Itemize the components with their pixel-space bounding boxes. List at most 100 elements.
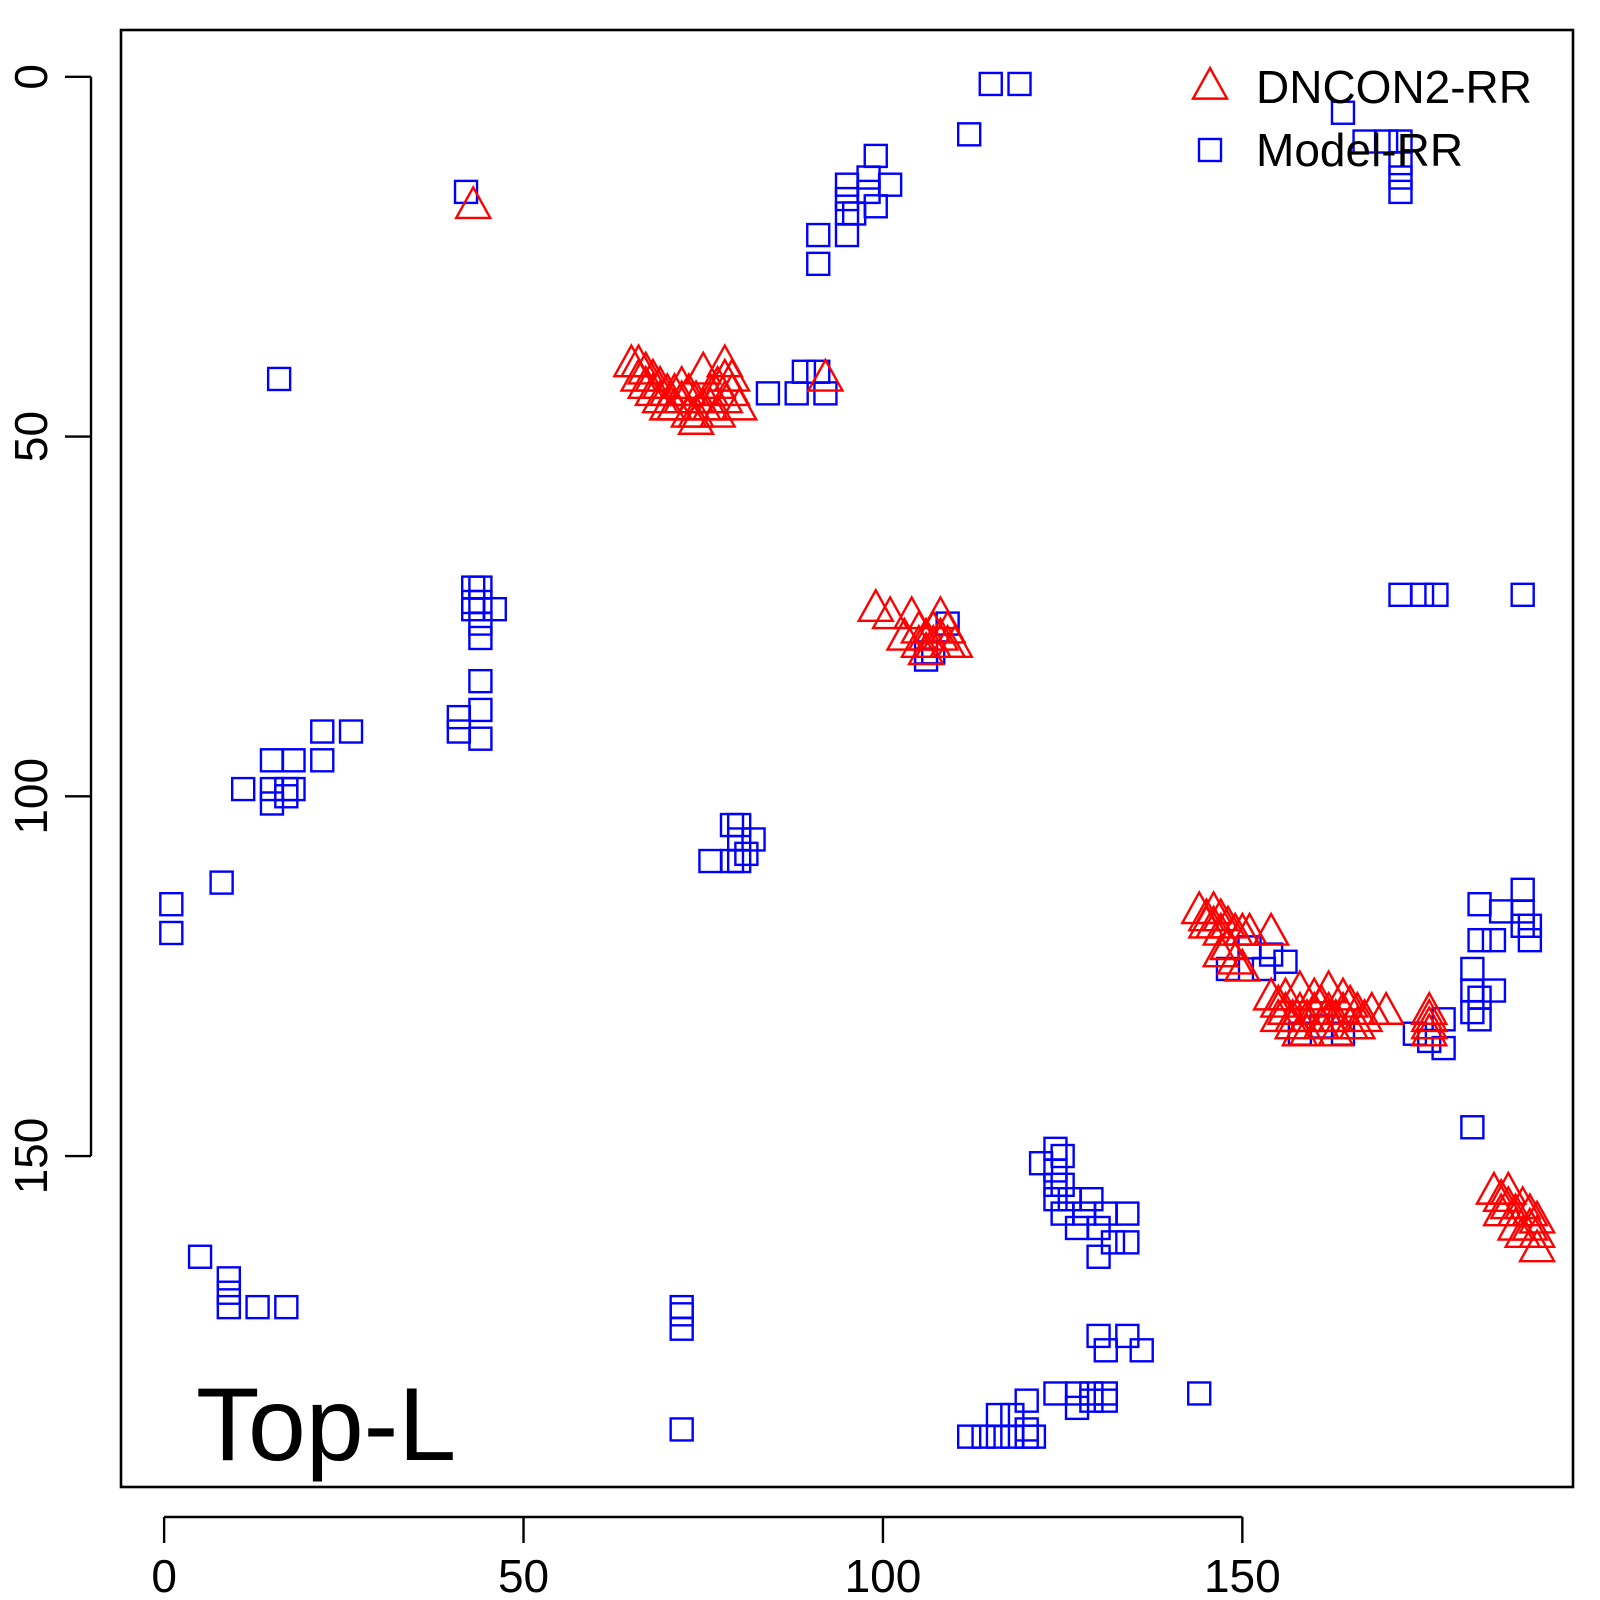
legend-label: Model-RR xyxy=(1256,124,1463,176)
legend-marker-triangle xyxy=(1190,65,1230,100)
square-point xyxy=(468,589,493,615)
panel-label: Top-L xyxy=(196,1367,456,1483)
square-point xyxy=(468,611,493,636)
square-point xyxy=(719,812,745,838)
square-point xyxy=(1093,1338,1118,1363)
axes: 0 50 100 150 0 50 100 150 xyxy=(5,28,1575,1600)
triangle-point xyxy=(914,609,953,644)
square-point xyxy=(1510,582,1535,608)
square-point xyxy=(274,1294,299,1320)
square-point xyxy=(310,719,335,744)
square-point xyxy=(1086,1244,1111,1269)
square-point xyxy=(209,870,234,895)
square-point xyxy=(1043,1186,1068,1212)
square-point xyxy=(1093,1201,1118,1226)
triangle-point xyxy=(1230,911,1269,946)
square-point xyxy=(978,71,1003,97)
triangle-point xyxy=(1309,997,1348,1033)
square-point xyxy=(1467,985,1492,1010)
square-point xyxy=(784,381,809,406)
square-point xyxy=(338,719,364,744)
square-point xyxy=(1050,1201,1075,1226)
square-point xyxy=(1467,927,1492,953)
x-tick-label: 50 xyxy=(498,1550,549,1600)
square-point xyxy=(1467,892,1492,917)
square-point xyxy=(1388,150,1413,176)
square-point xyxy=(1064,1381,1090,1406)
square-point xyxy=(1014,1417,1039,1442)
square-point xyxy=(159,920,184,946)
square-point xyxy=(1258,942,1284,967)
square-point xyxy=(719,848,745,874)
square-point xyxy=(734,841,759,867)
square-point xyxy=(482,597,507,622)
square-point xyxy=(1021,1424,1047,1449)
square-point xyxy=(1043,1381,1068,1406)
square-point xyxy=(1000,1424,1025,1449)
square-point xyxy=(877,172,903,197)
square-point xyxy=(266,366,292,392)
triangle-point xyxy=(1482,1192,1521,1227)
square-point xyxy=(230,776,256,802)
triangle-point xyxy=(921,616,960,651)
square-point xyxy=(1330,100,1356,125)
square-point xyxy=(1043,1136,1068,1162)
square-point xyxy=(856,165,881,190)
x-tick-label: 150 xyxy=(1204,1550,1281,1600)
square-point xyxy=(1086,1215,1111,1241)
triangle-point xyxy=(655,386,694,421)
square-point xyxy=(1417,1028,1442,1054)
square-point xyxy=(468,625,493,651)
triangle-point xyxy=(1280,969,1319,1004)
triangle-point xyxy=(626,364,665,399)
square-point xyxy=(971,1424,996,1449)
square-point xyxy=(669,1294,694,1320)
square-point xyxy=(1424,582,1449,608)
chart-marks xyxy=(159,71,1557,1449)
triangle-point xyxy=(619,357,658,392)
square-point xyxy=(669,1417,694,1442)
square-point xyxy=(1043,1172,1068,1198)
square-point xyxy=(1517,927,1543,953)
square-point xyxy=(1460,1115,1485,1140)
triangle-point xyxy=(1482,1177,1521,1213)
square-point xyxy=(446,704,472,730)
square-point xyxy=(461,589,486,615)
square-point xyxy=(1510,899,1535,924)
square-point xyxy=(863,143,888,169)
triangle-point xyxy=(1295,976,1334,1011)
square-point xyxy=(741,827,766,852)
square-point xyxy=(281,776,306,802)
square-point xyxy=(187,1244,213,1269)
triangle-point xyxy=(928,623,967,659)
square-point xyxy=(834,222,860,248)
square-point xyxy=(461,575,486,600)
triangle-point xyxy=(712,357,752,392)
x-tick-label: 100 xyxy=(845,1550,922,1600)
square-point xyxy=(806,251,831,277)
triangle-point xyxy=(1302,1005,1341,1040)
triangle-point xyxy=(669,393,708,428)
square-point xyxy=(1510,913,1535,938)
square-point xyxy=(1460,978,1485,1003)
triangle-point xyxy=(669,371,708,407)
square-point xyxy=(956,1424,982,1449)
triangle-point xyxy=(1410,990,1449,1025)
square-point xyxy=(1064,1395,1090,1421)
legend-label: DNCON2-RR xyxy=(1256,61,1532,113)
square-point xyxy=(468,697,493,723)
square-point xyxy=(1517,913,1543,938)
square-point xyxy=(726,812,752,838)
legend-marker-square xyxy=(1197,137,1223,163)
square-point xyxy=(791,359,817,384)
square-point xyxy=(1115,1230,1140,1255)
series-square xyxy=(159,71,1543,1449)
square-point xyxy=(259,776,285,802)
triangle-point xyxy=(1252,911,1291,946)
square-point xyxy=(834,186,860,212)
triangle-point xyxy=(1201,897,1240,932)
square-point xyxy=(1460,956,1485,982)
square-point xyxy=(669,1302,694,1327)
triangle-point xyxy=(1338,1005,1377,1040)
triangle-point xyxy=(1410,997,1449,1033)
